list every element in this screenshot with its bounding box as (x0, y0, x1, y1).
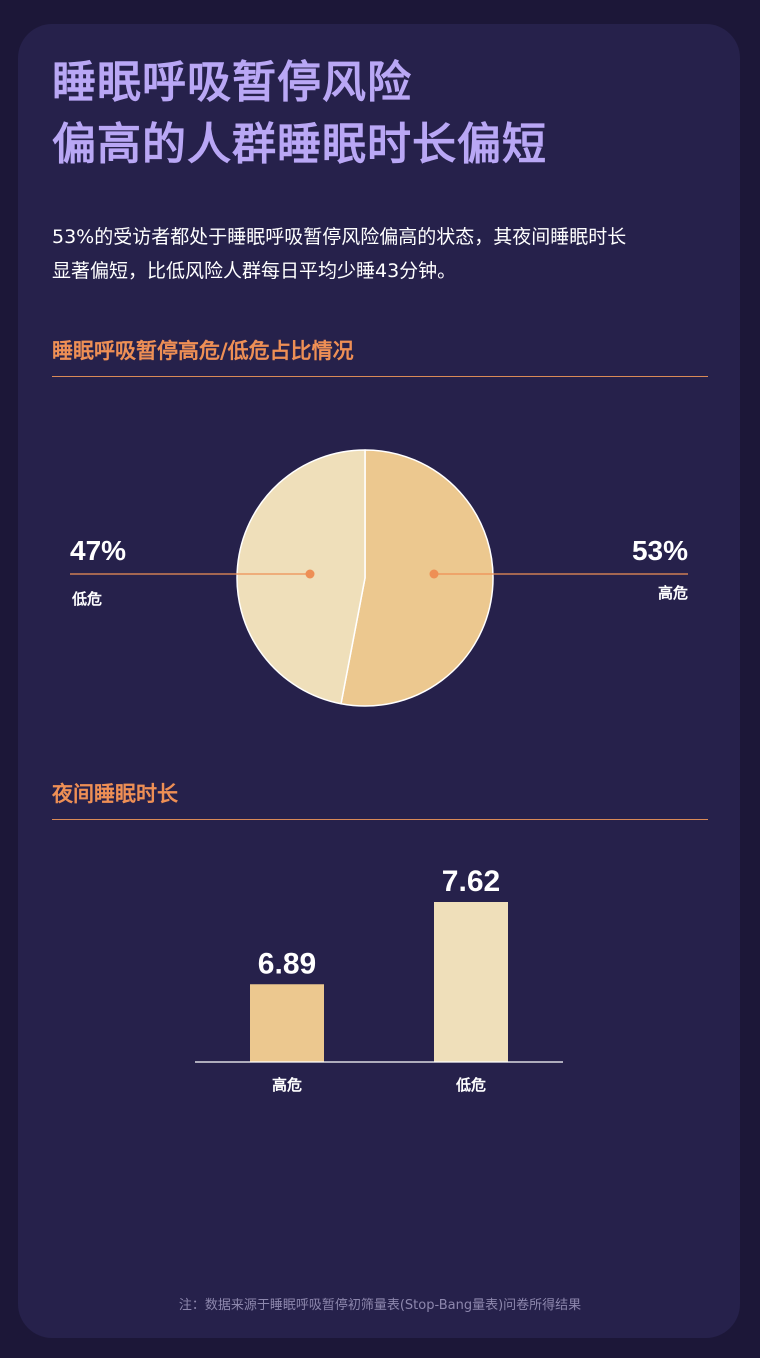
bar-category-label: 高危 (272, 1076, 302, 1094)
pie-slice-low-risk (236, 449, 366, 705)
bar-section-title: 夜间睡眠时长 (52, 782, 178, 806)
title-line-1: 睡眠呼吸暂停风险 (52, 57, 412, 108)
pie-value-label-high-risk: 53% (632, 535, 688, 566)
bar-high-risk (250, 984, 324, 1062)
bar-value-label: 7.62 (442, 865, 500, 898)
description: 53%的受访者都处于睡眠呼吸暂停风险偏高的状态，其夜间睡眠时长 显著偏短，比低风… (52, 220, 712, 288)
description-line-2: 显著偏短，比低风险人群每日平均少睡43分钟。 (52, 260, 457, 282)
pie-category-label-high-risk: 高危 (658, 584, 688, 602)
pie-section-title: 睡眠呼吸暂停高危/低危占比情况 (52, 339, 354, 363)
bar-low-risk (434, 902, 508, 1062)
pie-section-divider (52, 376, 708, 377)
footnote: 注：数据来源于睡眠呼吸暂停初筛量表(Stop-Bang量表)问卷所得结果 (178, 1298, 582, 1313)
pie-value-label-low-risk: 47% (70, 535, 126, 566)
title-line-2: 偏高的人群睡眠时长偏短 (52, 119, 547, 170)
pie-slice-high-risk (340, 449, 494, 707)
bar-section-divider (52, 819, 708, 820)
pie-leader-dot-low-risk (305, 569, 315, 579)
bar-category-label: 低危 (455, 1076, 486, 1094)
bar-value-label: 6.89 (258, 947, 316, 980)
description-line-1: 53%的受访者都处于睡眠呼吸暂停风险偏高的状态，其夜间睡眠时长 (52, 226, 627, 248)
page-title: 睡眠呼吸暂停风险 偏高的人群睡眠时长偏短 (52, 52, 547, 176)
pie-category-label-low-risk: 低危 (71, 590, 102, 608)
pie-leader-dot-high-risk (429, 569, 439, 579)
